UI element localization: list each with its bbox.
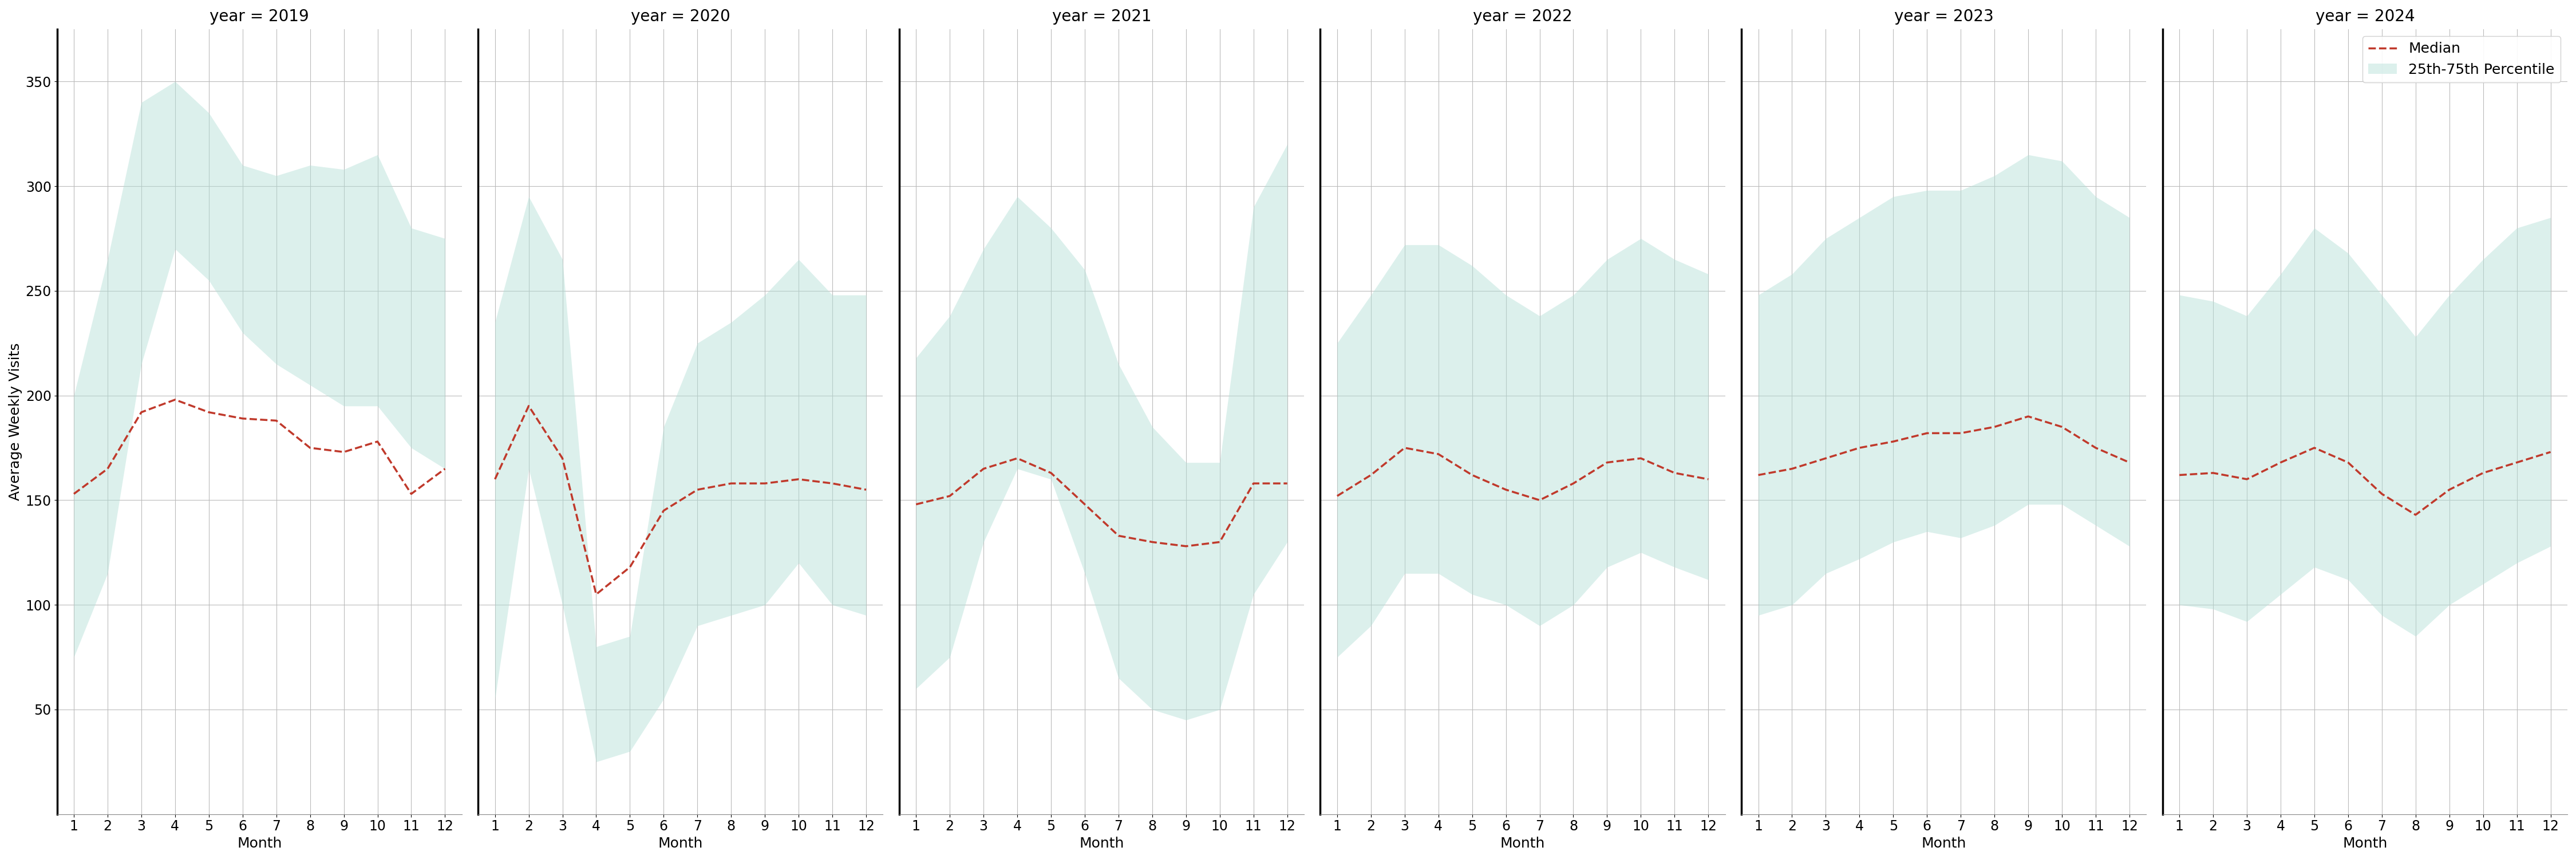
Title: year = 2019: year = 2019	[209, 9, 309, 25]
X-axis label: Month: Month	[1922, 837, 1965, 850]
Legend: Median, 25th-75th Percentile: Median, 25th-75th Percentile	[2362, 36, 2561, 82]
Title: year = 2021: year = 2021	[1051, 9, 1151, 25]
X-axis label: Month: Month	[1499, 837, 1546, 850]
Y-axis label: Average Weekly Visits: Average Weekly Visits	[8, 343, 23, 501]
Title: year = 2024: year = 2024	[2316, 9, 2414, 25]
X-axis label: Month: Month	[2342, 837, 2388, 850]
X-axis label: Month: Month	[237, 837, 281, 850]
Title: year = 2023: year = 2023	[1893, 9, 1994, 25]
Title: year = 2020: year = 2020	[631, 9, 729, 25]
X-axis label: Month: Month	[657, 837, 703, 850]
Title: year = 2022: year = 2022	[1473, 9, 1571, 25]
X-axis label: Month: Month	[1079, 837, 1123, 850]
